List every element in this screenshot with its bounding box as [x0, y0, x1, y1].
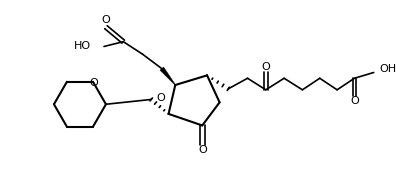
- Text: O: O: [89, 78, 98, 88]
- Text: OH: OH: [379, 64, 396, 74]
- Text: O: O: [261, 62, 270, 72]
- Text: O: O: [198, 146, 207, 156]
- Text: O: O: [350, 96, 359, 106]
- Text: HO: HO: [74, 40, 91, 50]
- Text: O: O: [156, 94, 165, 104]
- Polygon shape: [160, 67, 175, 85]
- Text: O: O: [101, 14, 110, 24]
